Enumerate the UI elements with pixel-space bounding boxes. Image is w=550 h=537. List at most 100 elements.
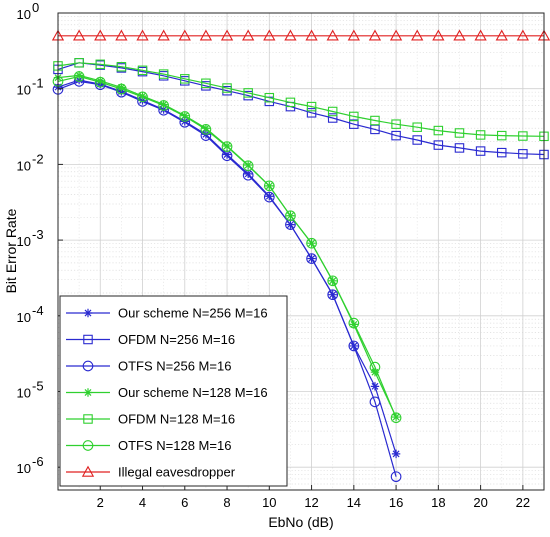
- data-point: [518, 149, 528, 159]
- data-point: [475, 146, 486, 156]
- data-point: [390, 471, 402, 483]
- data-point: [74, 75, 84, 85]
- legend-entry: OFDM N=128 M=16: [66, 412, 235, 427]
- data-point: [454, 143, 465, 153]
- data-point: [95, 59, 106, 70]
- data-point: [116, 61, 127, 72]
- legend: Our scheme N=256 M=16 OFDM N=256 M=16 OTFS…: [59, 295, 288, 487]
- data-point: [178, 29, 191, 41]
- data-point: [199, 29, 213, 41]
- data-point: [74, 58, 84, 68]
- legend-label: OTFS N=128 M=16: [118, 438, 231, 453]
- series: [51, 29, 550, 41]
- data-point: [496, 147, 507, 158]
- data-point: [94, 76, 106, 88]
- x-tick-label: 22: [516, 495, 530, 510]
- data-point: [263, 180, 275, 192]
- series-line: [57, 75, 397, 419]
- data-point: [263, 29, 276, 41]
- y-tick-label: 10: [17, 7, 31, 22]
- series-layer: [51, 29, 550, 483]
- y-tick-exponent: -1: [32, 76, 44, 91]
- legend-label: OFDM N=256 M=16: [118, 332, 235, 347]
- data-point: [348, 317, 360, 329]
- y-tick-label: 10: [17, 158, 31, 173]
- data-point: [115, 29, 128, 41]
- x-tick-label: 12: [304, 495, 318, 510]
- data-point: [179, 111, 191, 122]
- data-point: [94, 29, 107, 41]
- data-point: [370, 382, 380, 391]
- y-axis-label: Bit Error Rate: [3, 208, 19, 293]
- data-point: [516, 29, 530, 41]
- data-point: [284, 29, 297, 41]
- data-point: [433, 125, 444, 136]
- data-point: [158, 100, 170, 111]
- data-point: [222, 150, 232, 159]
- legend-label: Our scheme N=128 M=16: [118, 385, 268, 400]
- data-point: [454, 128, 465, 138]
- data-point: [137, 65, 148, 76]
- data-point: [327, 275, 339, 287]
- data-point: [82, 440, 94, 451]
- data-point: [180, 74, 190, 84]
- x-tick-label: 20: [473, 495, 487, 510]
- data-point: [200, 124, 212, 135]
- data-point: [327, 289, 339, 301]
- data-point: [138, 96, 147, 105]
- y-tick-exponent: -3: [32, 227, 44, 242]
- data-point: [222, 83, 232, 93]
- series-line: [57, 80, 397, 477]
- data-point: [391, 119, 401, 129]
- data-point: [306, 253, 317, 264]
- data-point: [389, 29, 403, 41]
- x-tick-label: 6: [181, 495, 188, 510]
- x-tick-label: 4: [139, 495, 146, 510]
- legend-entry: Illegal eavesdropper: [66, 465, 236, 480]
- data-point: [201, 124, 211, 133]
- y-tick-label: 10: [17, 310, 31, 325]
- data-point: [116, 83, 127, 95]
- data-point: [453, 29, 466, 41]
- data-point: [264, 92, 275, 103]
- y-tick-exponent: -4: [32, 303, 44, 318]
- data-point: [432, 29, 445, 41]
- y-tick-exponent: 0: [32, 0, 39, 15]
- data-point: [96, 76, 105, 86]
- legend-label: OFDM N=128 M=16: [118, 412, 235, 427]
- data-point: [243, 88, 253, 98]
- series: [52, 71, 402, 424]
- y-tick-exponent: -2: [32, 151, 44, 166]
- data-point: [518, 131, 528, 141]
- data-point: [74, 71, 84, 80]
- data-point: [411, 29, 424, 41]
- y-tick-exponent: -6: [32, 454, 44, 469]
- x-tick-label: 18: [431, 495, 445, 510]
- data-point: [285, 210, 296, 222]
- data-point: [433, 140, 444, 150]
- data-point: [263, 191, 275, 203]
- data-point: [327, 113, 338, 123]
- y-tick-label: 10: [17, 234, 31, 249]
- data-point: [180, 111, 189, 120]
- data-point: [138, 91, 147, 101]
- data-point: [83, 308, 93, 318]
- data-point: [369, 361, 381, 373]
- data-point: [349, 111, 359, 122]
- data-point: [82, 360, 94, 372]
- data-point: [243, 169, 253, 179]
- legend-entry: OFDM N=256 M=16: [66, 332, 235, 347]
- data-point: [242, 29, 255, 41]
- data-point: [136, 29, 149, 41]
- data-point: [265, 192, 274, 201]
- legend-entry: Our scheme N=256 M=16: [66, 306, 268, 321]
- data-point: [412, 135, 422, 145]
- data-point: [305, 29, 318, 41]
- legend-entry: OTFS N=128 M=16: [66, 438, 231, 453]
- x-tick-label: 2: [97, 495, 104, 510]
- legend-label: OTFS N=256 M=16: [118, 359, 231, 374]
- data-point: [349, 119, 359, 129]
- data-point: [201, 78, 211, 89]
